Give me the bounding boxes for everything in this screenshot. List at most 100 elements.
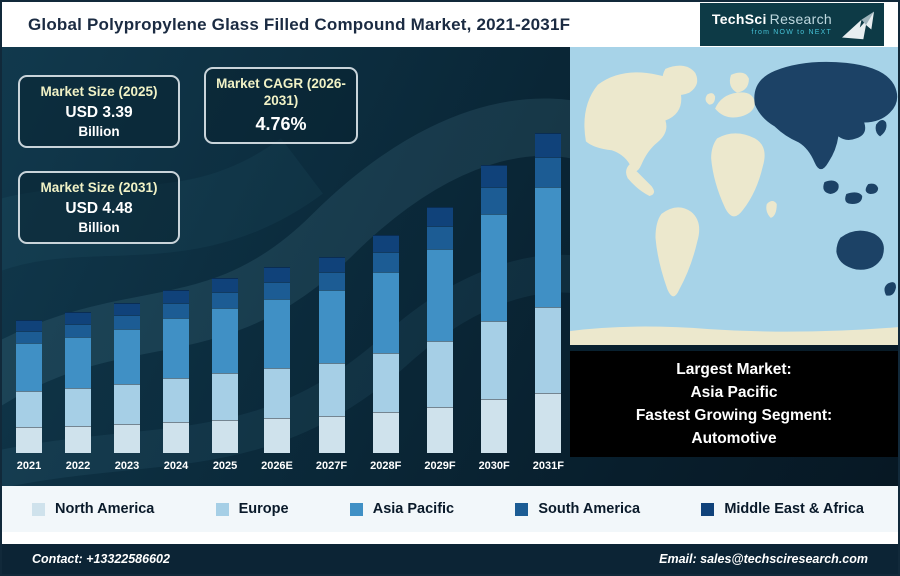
world-map-svg — [570, 47, 898, 345]
market-size-2031-value: USD 4.48 — [65, 199, 133, 217]
bar-segment-south-america — [16, 331, 42, 343]
legend-swatch — [32, 502, 45, 516]
market-size-2025-box: Market Size (2025) USD 3.39 Billion — [18, 75, 180, 148]
bar-segment-middle-east-africa — [114, 303, 141, 315]
bar-label: 2024 — [163, 460, 189, 472]
bar-segment-middle-east-africa — [16, 320, 42, 331]
bar-segment-south-america — [163, 303, 190, 318]
legend-swatch — [215, 502, 229, 516]
footer-contact: Contact: +13322586602 — [32, 552, 170, 566]
bar-segment-asia-pacific — [426, 249, 453, 341]
bar-segment-europe — [212, 373, 239, 420]
page-title: Global Polypropylene Glass Filled Compou… — [28, 14, 571, 34]
stacked-bar-chart: 2021 2022 2023 2024 2025 2026E 2027F 2028F 2029F… — [2, 47, 574, 486]
legend: North America Europe Asia Pacific South Ame… — [2, 486, 898, 532]
callout-line-1: Largest Market: — [676, 360, 792, 378]
bar-segment-middle-east-africa — [535, 133, 562, 157]
bar-column: 2026E — [261, 267, 293, 472]
bar-segment-europe — [372, 353, 399, 412]
world-map — [570, 47, 898, 345]
bar-stack — [212, 278, 239, 453]
bar-segment-south-america — [535, 157, 562, 187]
bar-label: 2029F — [424, 460, 456, 472]
market-size-2025-unit: Billion — [78, 123, 120, 139]
market-size-2031-box: Market Size (2031) USD 4.48 Billion — [18, 171, 180, 244]
bar-segment-middle-east-africa — [426, 207, 453, 226]
bar-column: 2028F — [370, 235, 401, 472]
bar-segment-asia-pacific — [65, 337, 92, 388]
bar-segment-europe — [163, 378, 190, 422]
bar-segment-asia-pacific — [16, 343, 42, 391]
legend-swatch — [515, 502, 529, 516]
bar-column: 2023 — [114, 303, 141, 472]
bar-column: 2029F — [424, 207, 456, 472]
largest-market-callout: Largest Market: Asia Pacific Fastest Gro… — [570, 351, 898, 457]
legend-item-middle-east-africa: Middle East & Africa — [701, 501, 864, 517]
map-south-america — [655, 207, 700, 297]
market-size-2025-label: Market Size (2025) — [40, 84, 158, 99]
map-antarctica — [570, 326, 898, 345]
bar-stack — [263, 267, 290, 453]
bar-segment-south-america — [212, 292, 239, 308]
bar-segment-asia-pacific — [263, 299, 290, 368]
legend-swatch — [349, 502, 363, 516]
bar-segment-middle-east-africa — [372, 235, 399, 252]
bar-segment-middle-east-africa — [481, 165, 508, 187]
logo-name-primary: TechSci — [711, 10, 767, 27]
map-asia-highlight — [754, 61, 898, 170]
bar-segment-middle-east-africa — [163, 290, 190, 303]
bar-label: 2027F — [315, 460, 348, 472]
market-size-2031-label: Market Size (2031) — [40, 180, 158, 195]
legend-item-asia-pacific: Asia Pacific — [349, 501, 454, 517]
legend-label: Europe — [238, 501, 289, 517]
bar-segment-asia-pacific — [212, 308, 239, 373]
logo-arrow-icon — [842, 11, 874, 39]
legend-label: Middle East & Africa — [724, 501, 864, 517]
bar-stack — [535, 133, 562, 453]
bar-stack — [372, 235, 399, 453]
market-cagr-box: Market CAGR (2026-2031) 4.76% — [204, 67, 358, 144]
bar-segment-north-america — [481, 399, 508, 453]
legend-label: South America — [538, 501, 641, 517]
bar-segment-europe — [481, 321, 508, 399]
legend-swatch — [701, 502, 715, 516]
bar-label: 2025 — [212, 460, 238, 472]
bar-segment-europe — [263, 368, 290, 418]
footer: Contact: +13322586602 Email: sales@techs… — [2, 544, 898, 574]
bar-stack — [16, 320, 42, 453]
bar-column: 2027F — [316, 257, 347, 472]
bar-stack — [426, 207, 453, 453]
legend-item-north-america: North America — [32, 501, 154, 517]
bar-segment-south-america — [114, 315, 141, 329]
logo-tagline: from NOW to NEXT — [751, 29, 832, 37]
bar-segment-europe — [318, 363, 345, 416]
bar-segment-north-america — [372, 412, 399, 453]
bar-column: 2022 — [65, 312, 92, 472]
bar-segment-middle-east-africa — [65, 312, 92, 324]
bar-segment-north-america — [318, 416, 345, 453]
map-scandinavia — [729, 72, 749, 93]
bar-segment-middle-east-africa — [263, 267, 290, 282]
logo-text: TechSci Research from NOW to NEXT — [711, 10, 832, 37]
bar-column: 2021 — [16, 320, 42, 472]
bar-label: 2030F — [478, 460, 510, 472]
map-uk — [705, 93, 716, 105]
header: Global Polypropylene Glass Filled Compou… — [2, 2, 898, 47]
legend-label: North America — [55, 501, 155, 517]
bar-label: 2021 — [16, 460, 42, 472]
bar-label: 2028F — [370, 460, 402, 472]
bar-segment-europe — [16, 391, 42, 427]
bar-label: 2022 — [65, 460, 91, 472]
map-japan-highlight — [875, 119, 887, 137]
main-section: 2021 2022 2023 2024 2025 2026E 2027F 2028F 2029F… — [2, 47, 898, 486]
footer-email: Email: sales@techsciresearch.com — [659, 552, 868, 566]
market-size-2025-value: USD 3.39 — [65, 103, 133, 121]
map-southeast-asia-highlight — [823, 180, 879, 204]
right-column: Largest Market: Asia Pacific Fastest Gro… — [570, 47, 898, 486]
callout-line-2: Asia Pacific — [690, 383, 778, 401]
bar-column: 2025 — [212, 278, 239, 472]
bar-segment-north-america — [263, 418, 290, 453]
map-africa — [711, 133, 765, 217]
bar-segment-south-america — [481, 187, 508, 214]
